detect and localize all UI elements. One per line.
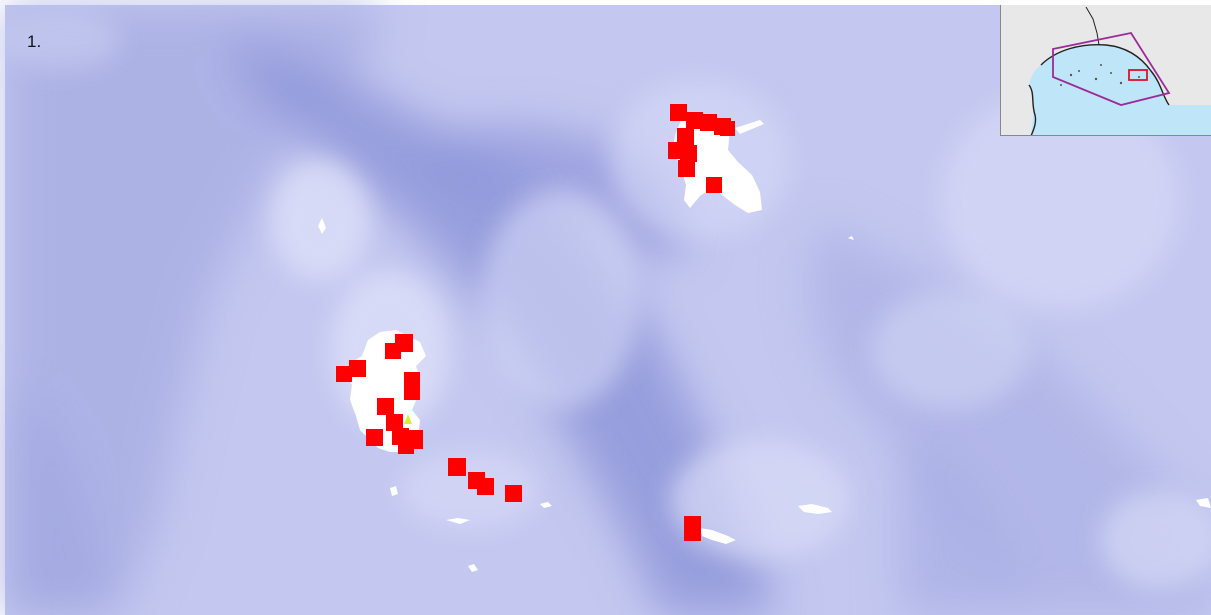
yellow-point-marker[interactable] (404, 414, 412, 424)
red-square-marker[interactable] (686, 112, 703, 129)
inset-coastline (1028, 43, 1170, 135)
red-markers-south (448, 458, 701, 541)
red-square-marker[interactable] (404, 384, 420, 400)
red-square-marker[interactable] (706, 177, 722, 193)
red-square-marker[interactable] (366, 429, 383, 446)
red-square-marker[interactable] (684, 526, 701, 541)
inset-study-region (1052, 31, 1171, 106)
red-markers-north (668, 104, 735, 193)
red-square-marker[interactable] (505, 485, 522, 502)
red-square-marker[interactable] (385, 343, 401, 359)
red-square-marker[interactable] (448, 458, 466, 476)
locator-inset[interactable] (1000, 5, 1211, 136)
red-square-marker[interactable] (398, 438, 414, 454)
island-north-cape (735, 120, 764, 134)
inset-map (1001, 5, 1211, 135)
red-square-marker[interactable] (700, 114, 717, 131)
red-square-marker[interactable] (386, 414, 403, 431)
red-square-marker[interactable] (670, 104, 687, 121)
red-square-marker[interactable] (349, 360, 366, 377)
red-square-marker[interactable] (477, 478, 494, 495)
island-north (672, 118, 762, 213)
panel-label: 1. (27, 32, 42, 51)
red-square-marker[interactable] (336, 366, 352, 382)
inset-sea (1029, 44, 1211, 135)
red-square-marker[interactable] (377, 398, 394, 415)
inset-focus-box (1128, 69, 1148, 81)
red-square-marker[interactable] (678, 160, 695, 177)
red-square-marker[interactable] (720, 121, 735, 136)
red-square-marker[interactable] (677, 128, 694, 145)
inset-islands (1060, 64, 1140, 86)
red-square-marker[interactable] (680, 145, 697, 162)
red-markers-west (336, 334, 423, 454)
islets (318, 218, 1211, 572)
